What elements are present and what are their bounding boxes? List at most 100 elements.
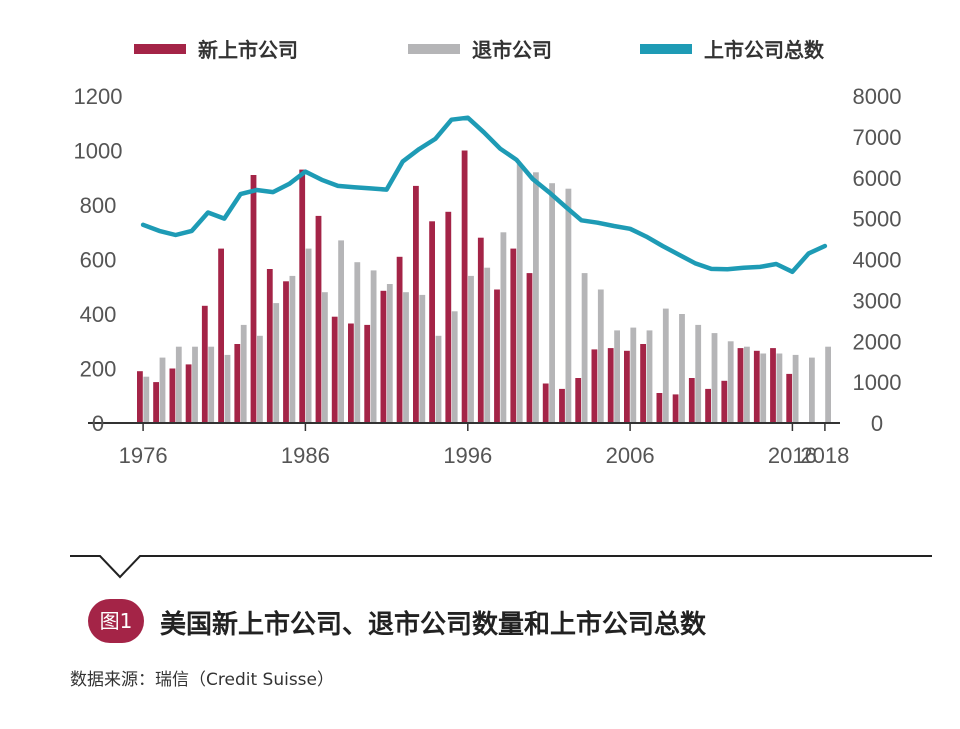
delisting-bar	[273, 303, 280, 423]
right-axis-tick-label: 1000	[853, 370, 902, 395]
delisting-bar	[614, 330, 620, 423]
delisting-bar	[354, 262, 361, 423]
delisting-bar	[386, 284, 393, 423]
new-listing-bar	[461, 150, 468, 423]
delisting-bar	[792, 354, 799, 423]
delisting-bar	[338, 240, 344, 423]
delisting-bar	[679, 314, 685, 423]
new-listing-bar	[250, 175, 257, 423]
left-axis-tick-label: 200	[80, 357, 117, 382]
new-listing-bar	[640, 344, 646, 423]
x-axis-tick-label: 2016	[768, 443, 817, 468]
legend: 新上市公司 退市公司 上市公司总数	[134, 38, 825, 62]
new-listing-bar	[364, 324, 371, 423]
delisting-bar	[289, 275, 296, 423]
right-axis-tick-label: 8000	[853, 84, 902, 109]
delisting-bar	[224, 354, 231, 423]
delisting-bar	[208, 346, 215, 423]
new-listing-bar	[348, 323, 354, 423]
legend-swatch	[134, 44, 186, 54]
delisting-bar	[727, 341, 734, 424]
new-listing-bar	[266, 269, 273, 423]
new-listing-bar	[299, 169, 306, 423]
new-listing-bar	[786, 373, 793, 423]
new-listing-bar	[591, 349, 598, 423]
delisting-bar	[630, 327, 637, 423]
right-axis-tick-label: 6000	[853, 166, 902, 191]
legend-label: 退市公司	[472, 38, 552, 62]
delisting-bar	[565, 188, 572, 423]
new-listing-bar	[494, 289, 500, 423]
new-listing-bar	[331, 316, 338, 423]
new-listing-bar	[234, 344, 241, 423]
delisting-bar	[695, 324, 702, 423]
delisting-bar	[175, 346, 182, 423]
x-axis-tick-label: 2006	[606, 443, 655, 468]
delisting-bar	[744, 346, 750, 423]
delisting-bar	[305, 248, 312, 423]
delisting-bar	[597, 289, 604, 423]
left-axis-tick-label: 1000	[74, 139, 123, 164]
new-listing-bar	[380, 290, 387, 423]
left-axis-tick-label: 400	[80, 302, 117, 327]
new-listing-bar	[672, 394, 679, 423]
new-listing-bar	[624, 350, 630, 423]
new-listing-bar	[753, 350, 760, 423]
new-listing-bar	[477, 237, 484, 423]
figure-title: 美国新上市公司、退市公司数量和上市公司总数	[160, 610, 707, 640]
new-listing-bar	[721, 380, 728, 423]
right-axis: 0 1000 2000 3000 4000 5000 6000 7000 8000	[853, 84, 902, 436]
delisting-bar	[322, 292, 328, 423]
delisting-bar	[257, 335, 263, 423]
new-listing-bar	[201, 305, 208, 423]
left-axis-tick-label: 600	[80, 248, 117, 273]
new-listing-bar	[575, 378, 582, 423]
delisting-bar	[662, 308, 669, 423]
right-axis-tick-label: 0	[871, 411, 883, 436]
delisting-bar	[435, 335, 442, 423]
delisting-bar	[143, 376, 150, 423]
right-axis-tick-label: 5000	[853, 207, 902, 232]
new-listing-bar	[413, 185, 419, 423]
delisting-bar	[500, 232, 507, 424]
new-listing-bar	[169, 368, 176, 423]
figure-badge: 图1	[88, 599, 144, 643]
delisting-bar	[646, 330, 653, 423]
legend-label: 新上市公司	[198, 38, 298, 62]
delisting-bar	[159, 357, 166, 423]
left-axis-tick-label: 800	[80, 193, 117, 218]
new-listing-bar	[770, 348, 776, 423]
right-axis-tick-label: 3000	[853, 288, 902, 313]
new-listing-bar	[396, 256, 403, 423]
delisting-bars	[143, 164, 831, 424]
delisting-bar	[549, 183, 555, 423]
new-listing-bar	[559, 388, 565, 423]
delisting-bar	[581, 273, 588, 423]
new-listing-bar	[526, 273, 533, 423]
delisting-bar	[711, 333, 718, 423]
delisting-bar	[192, 346, 198, 423]
new-listing-bar	[542, 383, 549, 423]
new-listing-bar	[737, 348, 744, 423]
new-listing-bar	[705, 388, 711, 423]
delisting-bar	[809, 357, 815, 423]
new-listing-bar	[656, 393, 663, 423]
delisting-bar	[403, 292, 409, 423]
delisting-bar	[533, 172, 539, 423]
new-listing-bar	[688, 378, 695, 423]
x-axis-tick-label: 1976	[119, 443, 168, 468]
new-listing-bars	[137, 150, 793, 423]
new-listing-bar	[218, 248, 224, 423]
new-listing-bar	[315, 215, 322, 423]
new-listing-bar	[153, 382, 159, 423]
figure-source: 数据来源：瑞信（Credit Suisse）	[70, 670, 334, 690]
right-axis-tick-label: 2000	[853, 329, 902, 354]
legend-swatch	[640, 44, 692, 54]
delisting-bar	[370, 270, 377, 423]
new-listing-bar	[185, 364, 192, 423]
delisting-bar	[516, 164, 523, 423]
delisting-bar	[776, 353, 783, 423]
x-axis-tick-label: 1996	[443, 443, 492, 468]
left-axis-tick-label: 0	[92, 411, 104, 436]
